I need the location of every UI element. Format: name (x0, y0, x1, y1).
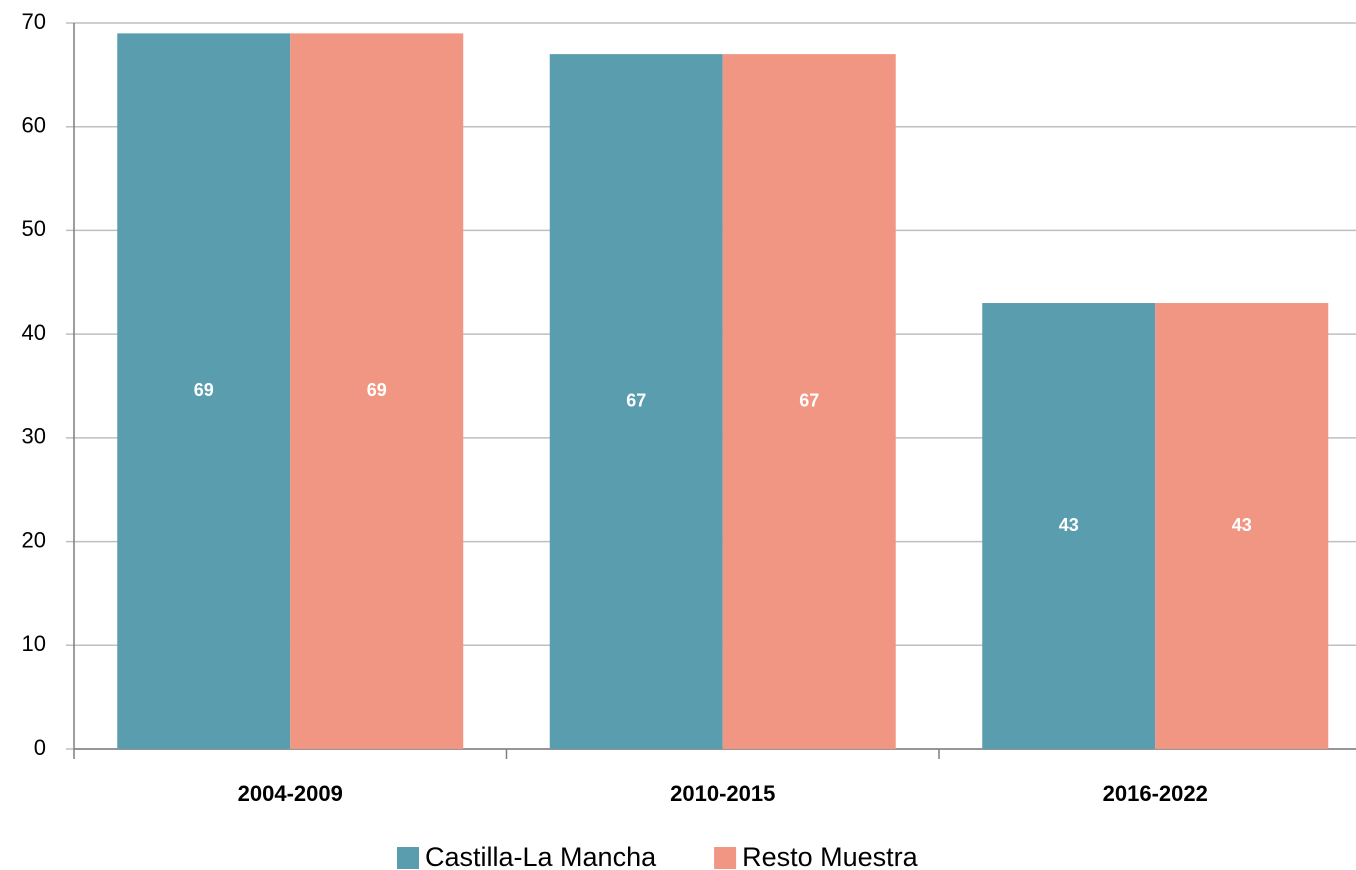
bar (117, 33, 291, 749)
y-tick-label: 0 (34, 735, 46, 760)
value-label: 69 (194, 380, 214, 400)
bar (549, 54, 723, 750)
bar (982, 303, 1156, 749)
bar (290, 33, 464, 749)
legend-swatch (397, 847, 419, 869)
y-tick-label: 30 (22, 424, 46, 449)
y-tick-label: 10 (22, 631, 46, 656)
y-tick-label: 60 (22, 113, 46, 138)
x-tick-label: 2004-2009 (238, 781, 343, 806)
y-tick-label: 40 (22, 320, 46, 345)
value-label: 69 (367, 380, 387, 400)
legend-label: Castilla-La Mancha (425, 842, 657, 870)
x-tick-label: 2010-2015 (670, 781, 775, 806)
bar (722, 54, 896, 750)
bar (1155, 303, 1329, 749)
y-tick-label: 50 (22, 216, 46, 241)
value-label: 67 (799, 390, 819, 410)
x-tick-label: 2016-2022 (1103, 781, 1208, 806)
legend-label: Resto Muestra (742, 842, 919, 870)
value-label: 43 (1059, 515, 1079, 535)
y-tick-label: 70 (22, 9, 46, 34)
y-tick-label: 20 (22, 527, 46, 552)
value-label: 43 (1232, 515, 1252, 535)
legend-swatch (714, 847, 737, 869)
value-label: 67 (626, 390, 646, 410)
